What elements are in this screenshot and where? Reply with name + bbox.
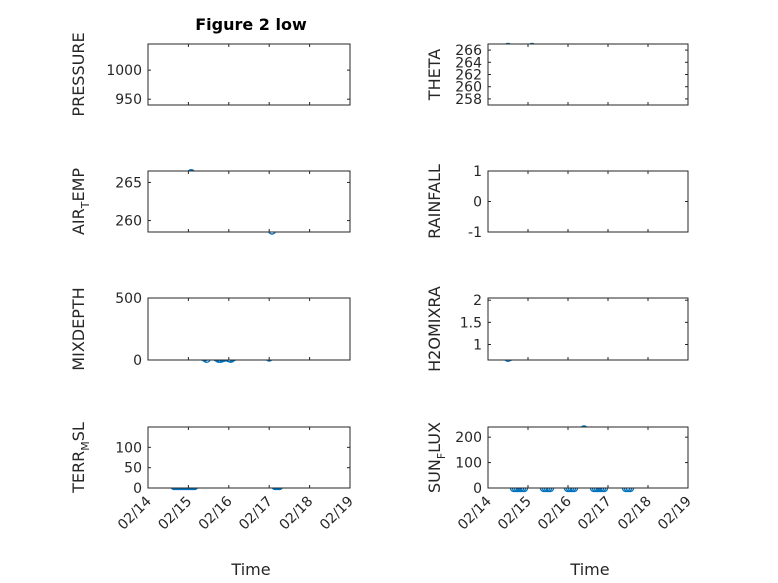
x-tick-label: 02/19 bbox=[655, 494, 695, 534]
y-tick-label: 265 bbox=[115, 175, 142, 191]
axes-box bbox=[487, 170, 689, 233]
y-tick-label: 264 bbox=[455, 55, 482, 71]
y-axis-label: PRESSURE bbox=[69, 32, 88, 116]
y-axis-label: THETA bbox=[425, 49, 444, 101]
y-tick-label: 1 bbox=[473, 164, 482, 180]
y-tick-label: 2 bbox=[473, 293, 482, 309]
subplot-pressure: 950 1000 PRESSURE bbox=[69, 32, 351, 117]
subplot-sun-flux: 0 100 200 SUNFLUX 02/14 02/15 02/16 02/17 02/18 0… bbox=[425, 422, 695, 579]
y-tick-label: 1.5 bbox=[460, 315, 482, 331]
subplot-terr-msl: 0 50 100 TERRMSL 02/14 02/15 02/16 02/17 02/18 02… bbox=[69, 422, 357, 579]
subplot-mixdepth: 0 500 MIXDEPTH bbox=[69, 287, 351, 371]
y-axis-label: TERRMSL bbox=[69, 422, 92, 494]
y-tick-label: 100 bbox=[455, 456, 482, 472]
y-tick-label: 200 bbox=[455, 430, 482, 446]
x-tick-label: 02/16 bbox=[196, 493, 236, 533]
subplot-rainfall: -1 0 1 RAINFALL bbox=[425, 164, 689, 241]
y-tick-label: 1000 bbox=[106, 63, 142, 79]
x-tick-label: 02/18 bbox=[277, 494, 317, 534]
y-tick-label: 50 bbox=[124, 461, 142, 477]
y-tick-label: 0 bbox=[473, 481, 482, 497]
x-tick-label: 02/17 bbox=[575, 494, 615, 534]
y-tick-label: 258 bbox=[455, 92, 482, 108]
axes-box bbox=[147, 170, 351, 233]
y-tick-label: 100 bbox=[115, 440, 142, 456]
y-tick-label: 0 bbox=[133, 353, 142, 369]
subplot-h2omixra: 1 1.5 2 H2OMIXRA bbox=[425, 286, 689, 372]
y-tick-label: 950 bbox=[115, 92, 142, 108]
y-axis-label: RAINFALL bbox=[425, 164, 444, 239]
axes-box bbox=[487, 297, 689, 361]
y-tick-label: 0 bbox=[473, 195, 482, 211]
x-tick-label: 02/15 bbox=[155, 494, 195, 534]
y-axis-label: MIXDEPTH bbox=[69, 287, 88, 370]
y-tick-label: 262 bbox=[455, 68, 482, 84]
y-axis-label: H2OMIXRA bbox=[425, 286, 444, 372]
figure-title: Figure 2 low bbox=[195, 15, 307, 34]
x-tick-label: 02/14 bbox=[115, 493, 155, 533]
y-tick-label: 266 bbox=[455, 43, 482, 59]
y-tick-label: 260 bbox=[115, 214, 142, 230]
x-tick-label: 02/18 bbox=[615, 494, 655, 534]
x-tick-label: 02/19 bbox=[317, 494, 357, 534]
axes-box bbox=[487, 43, 689, 106]
y-tick-label: 1 bbox=[473, 338, 482, 354]
subplot-air-temp: 260 265 AIRTEMP bbox=[69, 168, 351, 235]
x-tick-label: 02/17 bbox=[236, 494, 276, 534]
y-tick-label: 500 bbox=[115, 291, 142, 307]
y-tick-label: 260 bbox=[455, 80, 482, 96]
x-axis-label: Time bbox=[569, 560, 609, 579]
x-axis-label: Time bbox=[230, 560, 270, 579]
axes-box bbox=[147, 426, 351, 489]
axes-box bbox=[487, 426, 689, 489]
y-tick-label: -1 bbox=[468, 225, 482, 241]
x-tick-label: 02/16 bbox=[535, 493, 575, 533]
x-tick-label: 02/15 bbox=[495, 494, 535, 534]
y-axis-label: SUNFLUX bbox=[425, 422, 448, 493]
y-tick-label: 0 bbox=[133, 481, 142, 497]
y-axis-label: AIRTEMP bbox=[69, 168, 92, 235]
x-tick-label: 02/14 bbox=[455, 493, 495, 533]
axes-box bbox=[147, 297, 351, 361]
axes-box bbox=[147, 43, 351, 106]
